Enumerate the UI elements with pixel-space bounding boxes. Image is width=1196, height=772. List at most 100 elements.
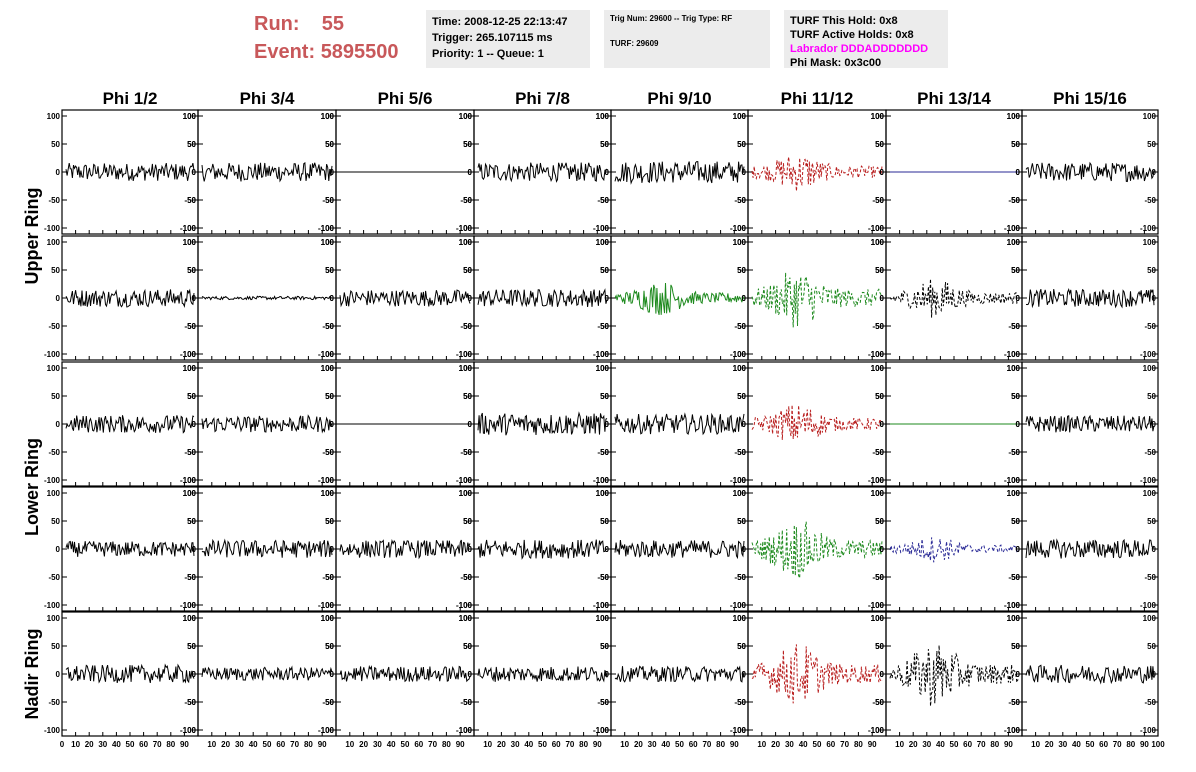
y-tick-label: -100	[1004, 476, 1021, 485]
x-tick-label: 40	[661, 740, 670, 749]
y-tick-label: 50	[600, 266, 609, 275]
waveform-panel: 100 100 50 50 0 0 -50 -50 -100 -100	[593, 235, 749, 361]
y-tick-label: 50	[600, 517, 609, 526]
y-tick-label: 50	[463, 266, 472, 275]
y-tick-label: 50	[325, 392, 334, 401]
run-line: Run: 55	[254, 10, 399, 38]
y-tick-label: 100	[183, 238, 197, 247]
y-tick-label: 50	[875, 517, 884, 526]
y-tick-label: 50	[1147, 140, 1156, 149]
y-tick-label: -100	[180, 726, 197, 735]
waveform-trace	[201, 665, 333, 682]
y-tick-label: 0	[330, 670, 335, 679]
y-tick-label: 100	[871, 238, 885, 247]
column-title: Phi 3/4	[240, 89, 295, 108]
x-tick-label: 20	[771, 740, 780, 749]
y-tick-label: 0	[1016, 294, 1021, 303]
y-tick-label: 100	[871, 364, 885, 373]
y-tick-label: 100	[871, 364, 885, 373]
y-tick-label: 50	[463, 642, 472, 651]
column-title: Phi 9/10	[647, 89, 711, 108]
y-tick-label: 0	[192, 420, 197, 429]
y-tick-label: -100	[1004, 224, 1021, 233]
y-tick-label: 0	[742, 168, 747, 177]
y-tick-label: -100	[1004, 726, 1021, 735]
y-tick-label: 50	[600, 266, 609, 275]
y-tick-label: 50	[187, 266, 196, 275]
y-tick-label: 100	[596, 112, 610, 121]
y-tick-label: 50	[737, 517, 746, 526]
y-tick-label: -100	[180, 726, 197, 735]
x-tick-label: 10	[895, 740, 904, 749]
y-tick-label: 0	[1016, 168, 1021, 177]
y-tick-label: 100	[871, 238, 885, 247]
y-tick-label: 0	[605, 545, 610, 554]
y-tick-label: 100	[596, 489, 610, 498]
y-tick-label: -50	[184, 573, 196, 582]
y-tick-label: 100	[321, 614, 335, 623]
y-tick-label: 100	[1007, 489, 1021, 498]
y-tick-label: 0	[1016, 670, 1021, 679]
y-tick-label: 0	[1016, 545, 1021, 554]
y-tick-label: 100	[459, 238, 473, 247]
y-tick-label: 100	[321, 489, 335, 498]
waveform-trace	[477, 162, 608, 183]
y-tick-label: 100	[1007, 364, 1021, 373]
y-tick-label: 100	[321, 614, 335, 623]
y-tick-label: 50	[875, 266, 884, 275]
y-tick-label: -100	[730, 476, 747, 485]
y-tick-label: -100	[1140, 476, 1157, 485]
x-tick-label: 40	[249, 740, 258, 749]
x-tick-label: 100	[1151, 740, 1165, 749]
y-tick-label: 100	[733, 614, 747, 623]
y-tick-label: -50	[460, 573, 472, 582]
y-tick-label: -50	[460, 448, 472, 457]
timing-info-box: Time: 2008-12-25 22:13:47 Trigger: 265.1…	[426, 10, 590, 68]
y-tick-label: 0	[192, 670, 197, 679]
y-tick-label: -50	[184, 573, 196, 582]
run-label: Run:	[254, 13, 300, 35]
y-tick-label: 50	[875, 642, 884, 651]
y-tick-label: -50	[734, 698, 746, 707]
y-tick-label: 50	[51, 266, 60, 275]
y-tick-label: 100	[321, 112, 335, 121]
y-tick-label: 100	[321, 364, 335, 373]
y-tick-label: 0	[742, 670, 747, 679]
y-tick-label: -100	[730, 224, 747, 233]
x-tick-label: 70	[840, 740, 849, 749]
x-tick-label: 10	[1031, 740, 1040, 749]
y-tick-label: 0	[605, 294, 610, 303]
y-tick-label: 0	[605, 670, 610, 679]
y-tick-label: -50	[48, 573, 60, 582]
y-tick-label: 0	[880, 168, 885, 177]
y-tick-label: 0	[1016, 420, 1021, 429]
trigger-info-box: Trig Num: 29600 -- Trig Type: RF TURF: 2…	[604, 10, 770, 68]
y-tick-label: 50	[1011, 266, 1020, 275]
y-tick-label: 0	[330, 545, 335, 554]
x-tick-label: 40	[387, 740, 396, 749]
y-tick-label: 50	[187, 517, 196, 526]
y-tick-label: 50	[737, 266, 746, 275]
y-tick-label: 0	[192, 168, 197, 177]
row-title: Lower Ring	[22, 438, 42, 536]
y-tick-label: -100	[180, 350, 197, 359]
y-tick-label: -50	[1008, 196, 1020, 205]
y-tick-label: -100	[868, 224, 885, 233]
y-tick-label: 0	[605, 168, 610, 177]
y-tick-label: 100	[733, 238, 747, 247]
x-tick-label: 30	[922, 740, 931, 749]
x-tick-label: 30	[373, 740, 382, 749]
y-tick-label: -100	[456, 476, 473, 485]
y-tick-label: 100	[459, 238, 473, 247]
y-tick-label: -100	[593, 601, 610, 610]
y-tick-label: 0	[880, 420, 885, 429]
waveform-trace	[477, 539, 608, 560]
waveform-trace	[889, 537, 1019, 563]
y-tick-label: 0	[742, 420, 747, 429]
y-tick-label: 50	[1147, 266, 1156, 275]
y-tick-label: -50	[734, 322, 746, 331]
y-tick-label: -50	[872, 698, 884, 707]
y-tick-label: 0	[1016, 294, 1021, 303]
y-tick-label: 50	[187, 642, 196, 651]
y-tick-label: 50	[325, 517, 334, 526]
